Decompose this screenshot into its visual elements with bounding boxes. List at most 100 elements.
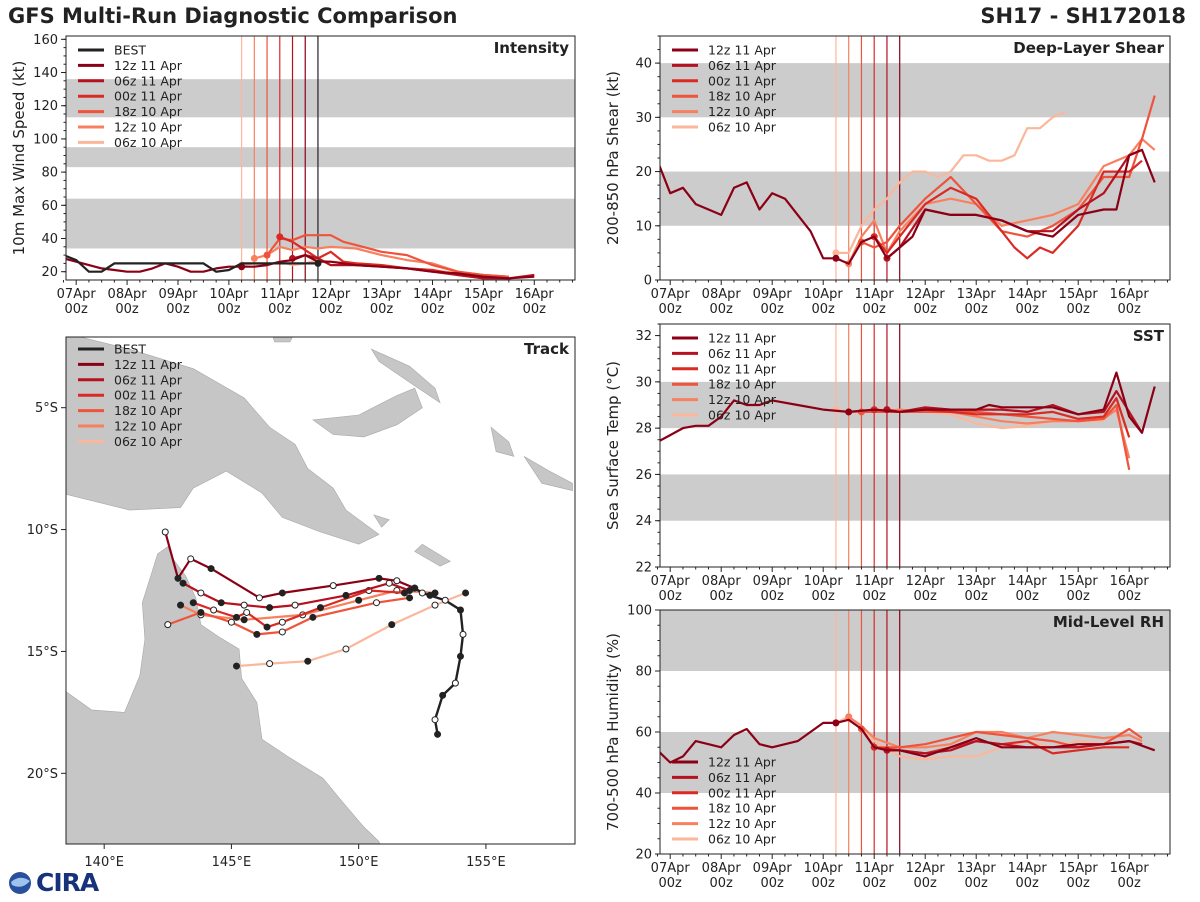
best-track-point xyxy=(418,589,426,597)
legend-label: 06z 11 Apr xyxy=(114,73,183,88)
x-tick-label: 00z xyxy=(1016,302,1040,317)
new-britain-land xyxy=(312,387,423,438)
x-tick-label: 12Apr xyxy=(906,287,946,302)
best-track-point xyxy=(459,630,467,638)
x-tick-label: 00z xyxy=(812,876,836,891)
track-point xyxy=(372,599,380,607)
track-point xyxy=(197,589,205,597)
sst-chart: 22242628303207Apr00z08Apr00z09Apr00z10Ap… xyxy=(604,323,1171,604)
y-tick-label: 30 xyxy=(635,375,652,390)
series-line xyxy=(279,235,484,280)
legend-label: 00z 11 Apr xyxy=(708,73,777,88)
series-line xyxy=(660,148,1156,265)
chart-title: Mid-Level RH xyxy=(1053,613,1164,631)
legend-label: 18z 10 Apr xyxy=(708,377,777,392)
x-tick-label: 15Apr xyxy=(1059,574,1099,589)
y-tick-label: 160 xyxy=(33,33,58,48)
chart-title: Intensity xyxy=(494,39,570,57)
legend-label: 06z 11 Apr xyxy=(708,346,777,361)
x-tick-label: 00z xyxy=(1067,589,1091,604)
x-tick-label: 00z xyxy=(710,876,734,891)
x-tick-label: 16Apr xyxy=(1110,574,1150,589)
legend-label: 06z 10 Apr xyxy=(708,408,777,423)
x-tick-label: 14Apr xyxy=(1008,287,1048,302)
track-point xyxy=(329,582,337,590)
x-tick-label: 00z xyxy=(472,302,496,317)
map-y-tick-label: 5°S xyxy=(35,401,58,416)
legend-label: 06z 10 Apr xyxy=(708,832,777,847)
x-tick-label: 00z xyxy=(761,302,785,317)
x-tick-label: 00z xyxy=(965,589,989,604)
y-tick-label: 10 xyxy=(635,219,652,234)
x-tick-label: 00z xyxy=(659,302,683,317)
series-line xyxy=(886,390,1143,434)
init-point xyxy=(845,713,853,721)
track-point xyxy=(233,613,241,621)
track-point xyxy=(161,528,169,536)
x-tick-label: 00z xyxy=(1118,876,1142,891)
init-point xyxy=(845,408,853,416)
map-x-tick-label: 145°E xyxy=(212,855,252,870)
init-point xyxy=(832,249,840,257)
intensity-chart: 2040608010012014016007Apr00z08Apr00z09Ap… xyxy=(10,33,576,317)
y-axis-label: Sea Surface Temp (°C) xyxy=(604,361,622,530)
x-tick-label: 00z xyxy=(1016,589,1040,604)
y-tick-label: 40 xyxy=(635,787,652,802)
map-x-tick-label: 155°E xyxy=(466,855,506,870)
x-tick-label: 10Apr xyxy=(209,287,249,302)
y-tick-label: 140 xyxy=(33,66,58,81)
series-line xyxy=(66,254,535,280)
y-tick-label: 0 xyxy=(644,274,652,289)
page-title: GFS Multi-Run Diagnostic Comparison xyxy=(8,4,458,28)
legend-label: 12z 10 Apr xyxy=(708,392,777,407)
legend-label: 12z 10 Apr xyxy=(114,120,183,135)
track-point xyxy=(217,599,225,607)
x-tick-label: 00z xyxy=(166,302,190,317)
map-frame xyxy=(65,336,576,845)
x-tick-label: 11Apr xyxy=(855,861,895,876)
map-x-tick-label: 150°E xyxy=(339,855,379,870)
y-tick-label: 26 xyxy=(635,468,652,483)
x-tick-label: 00z xyxy=(1016,876,1040,891)
legend-label: 06z 10 Apr xyxy=(114,135,183,150)
globe-icon xyxy=(9,872,31,894)
best-track-point xyxy=(411,584,419,592)
init-point xyxy=(263,251,271,259)
legend-label: 00z 11 Apr xyxy=(708,361,777,376)
x-tick-label: 13Apr xyxy=(957,287,997,302)
y-tick-label: 40 xyxy=(635,57,652,72)
x-tick-label: 00z xyxy=(812,589,836,604)
y-axis-label: 700-500 hPa Humidity (%) xyxy=(604,633,622,831)
cira-logo: CIRA xyxy=(6,868,111,898)
x-tick-label: 00z xyxy=(64,302,88,317)
track-point xyxy=(187,555,195,563)
track-point xyxy=(189,599,197,607)
track-point xyxy=(278,618,286,626)
track-point xyxy=(309,613,317,621)
legend-label: 18z 10 Apr xyxy=(708,89,777,104)
init-point xyxy=(832,254,840,262)
chart-title: Deep-Layer Shear xyxy=(1013,39,1164,57)
x-tick-label: 00z xyxy=(523,302,547,317)
x-tick-label: 00z xyxy=(710,589,734,604)
y-axis-label: 10m Max Wind Speed (kt) xyxy=(10,61,28,256)
track-line xyxy=(167,596,410,636)
track-point xyxy=(240,601,248,609)
map-y-tick-label: 20°S xyxy=(27,767,58,782)
x-tick-label: 11Apr xyxy=(855,574,895,589)
y-tick-label: 20 xyxy=(41,265,58,280)
track-point xyxy=(406,594,414,602)
track-point xyxy=(233,662,241,670)
x-tick-label: 00z xyxy=(863,302,887,317)
x-tick-label: 14Apr xyxy=(1008,574,1048,589)
legend-label: 12z 11 Apr xyxy=(708,43,777,58)
best-track-point xyxy=(434,730,442,738)
x-tick-label: 00z xyxy=(761,876,785,891)
x-tick-label: 00z xyxy=(659,876,683,891)
x-tick-label: 09Apr xyxy=(753,287,793,302)
track-point xyxy=(278,628,286,636)
track-point xyxy=(266,604,274,612)
x-tick-label: 00z xyxy=(863,589,887,604)
x-tick-label: 16Apr xyxy=(1110,287,1150,302)
